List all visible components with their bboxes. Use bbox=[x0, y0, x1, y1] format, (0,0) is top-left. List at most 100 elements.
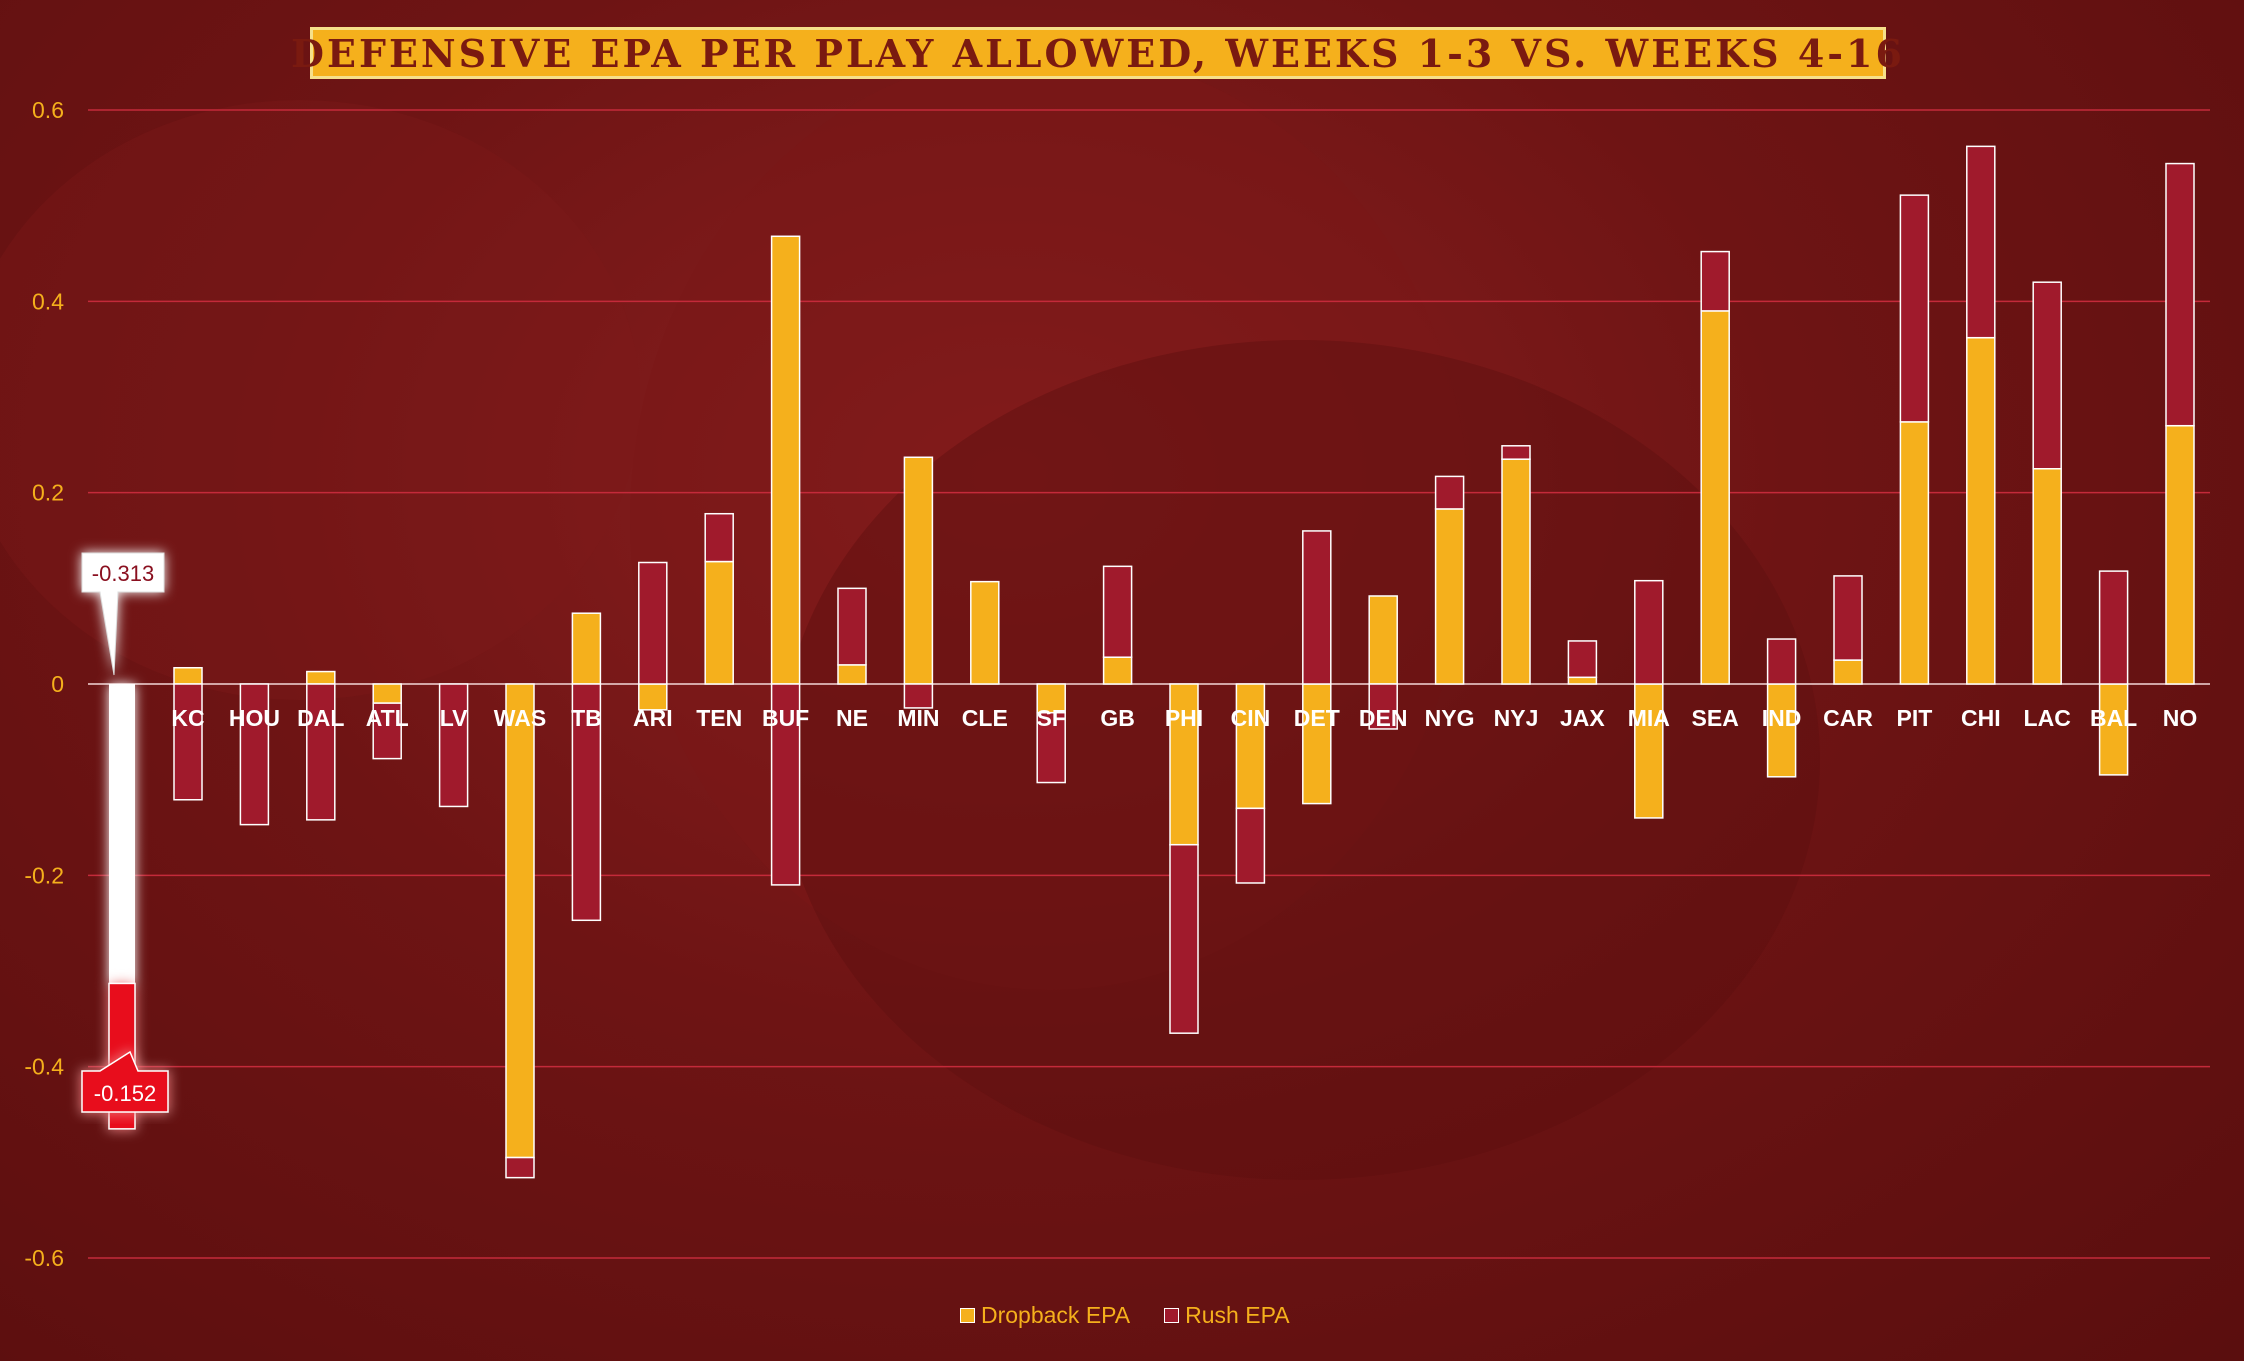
bar-dropback-cle bbox=[970, 580, 1000, 685]
team-label-atl: ATL bbox=[366, 705, 409, 731]
legend-label-dropback: Dropback EPA bbox=[981, 1302, 1131, 1328]
team-label-ne: NE bbox=[836, 705, 868, 731]
team-label-ari: ARI bbox=[633, 705, 673, 731]
team-label-lac: LAC bbox=[2024, 705, 2071, 731]
y-tick-label: -0.6 bbox=[24, 1245, 64, 1271]
team-label-sea: SEA bbox=[1692, 705, 1739, 731]
bar-rush-mia bbox=[1634, 579, 1664, 685]
bar-dropback-den bbox=[1368, 595, 1398, 685]
bar-dropback-no bbox=[2165, 424, 2195, 685]
bar-rush-hou bbox=[239, 683, 270, 826]
bar-dropback-chi bbox=[1966, 336, 1996, 685]
callout-bottom bbox=[81, 1050, 169, 1113]
team-label-dal: DAL bbox=[297, 705, 344, 731]
y-tick-label: 0.4 bbox=[32, 288, 64, 314]
team-label-car: CAR bbox=[1823, 705, 1873, 731]
highlight-bar: -0.313 -0.152 bbox=[81, 552, 169, 1130]
team-label-phi: PHI bbox=[1165, 705, 1203, 731]
bar-dropback-ten bbox=[704, 560, 734, 685]
bar-dropback-cin bbox=[1235, 683, 1266, 810]
bar-dropback-pit bbox=[1899, 421, 1930, 685]
bar-dropback-mia bbox=[1634, 683, 1664, 819]
legend-label-rush: Rush EPA bbox=[1185, 1302, 1290, 1328]
team-label-buf: BUF bbox=[762, 705, 809, 731]
team-label-no: NO bbox=[2163, 705, 2198, 731]
bars bbox=[173, 145, 2195, 1179]
bar-dropback-was bbox=[505, 683, 535, 1159]
legend-item-rush: Rush EPA bbox=[1164, 1302, 1290, 1329]
bar-dropback-ne bbox=[837, 664, 867, 685]
chart-legend: Dropback EPA Rush EPA bbox=[960, 1302, 1290, 1329]
gridlines bbox=[88, 109, 2210, 1259]
team-label-pit: PIT bbox=[1897, 705, 1933, 731]
team-label-was: WAS bbox=[494, 705, 546, 731]
y-tick-label: 0 bbox=[51, 671, 64, 697]
bar-rush-chi bbox=[1966, 145, 1996, 339]
bar-dropback-atl bbox=[372, 683, 402, 704]
bar-rush-lv bbox=[438, 683, 469, 808]
team-label-mia: MIA bbox=[1628, 705, 1670, 731]
chart-title: DEFENSIVE EPA PER PLAY ALLOWED, WEEKS 1-… bbox=[291, 30, 1905, 76]
bar-rush-nyj bbox=[1501, 445, 1531, 460]
legend-swatch-rush bbox=[1164, 1308, 1180, 1323]
y-axis-ticks: 0.6 0.4 0.2 0 -0.2 -0.4 -0.6 bbox=[24, 97, 64, 1271]
chart-title-banner: DEFENSIVE EPA PER PLAY ALLOWED, WEEKS 1-… bbox=[291, 27, 1902, 79]
bar-rush-bal bbox=[2098, 570, 2129, 685]
bar-dropback-min bbox=[903, 456, 934, 685]
team-label-lv: LV bbox=[440, 705, 468, 731]
bar-rush-no bbox=[2165, 162, 2195, 427]
bar-rush-ari bbox=[638, 561, 668, 685]
legend-swatch-dropback bbox=[960, 1308, 975, 1323]
callout-bottom-label: -0.152 bbox=[94, 1081, 156, 1106]
team-label-tb: TB bbox=[571, 705, 602, 731]
bar-rush-sea bbox=[1700, 250, 1730, 312]
bar-rush-ne bbox=[837, 587, 867, 666]
team-label-jax: JAX bbox=[1560, 705, 1605, 731]
bar-rush-car bbox=[1833, 575, 1863, 661]
bar-dropback-gb bbox=[1102, 656, 1133, 685]
team-label-min: MIN bbox=[897, 705, 939, 731]
bar-rush-den bbox=[1368, 683, 1398, 730]
team-label-cin: CIN bbox=[1231, 705, 1271, 731]
team-labels: KC HOU DAL ATL LV WAS TB ARI TEN BUF NE MIN CLE SF GB P… bbox=[171, 705, 2197, 731]
bar-rush-min bbox=[903, 683, 934, 709]
bar-rush-ind bbox=[1766, 638, 1797, 685]
legend-item-dropback: Dropback EPA bbox=[960, 1302, 1130, 1329]
bar-dropback-ind bbox=[1766, 683, 1797, 778]
bar-rush-tb bbox=[571, 683, 602, 922]
highlight-bar-white bbox=[109, 684, 135, 984]
bar-dropback-bal bbox=[2098, 683, 2129, 776]
bar-dropback-det bbox=[1302, 683, 1332, 805]
bar-rush-det bbox=[1302, 530, 1332, 685]
team-label-ind: IND bbox=[1762, 705, 1802, 731]
y-tick-label: 0.2 bbox=[32, 480, 64, 506]
bar-rush-jax bbox=[1567, 640, 1598, 679]
bar-rush-gb bbox=[1102, 565, 1133, 658]
team-label-sf: SF bbox=[1037, 705, 1066, 731]
y-tick-label: 0.6 bbox=[32, 97, 64, 123]
bar-rush-lac bbox=[2032, 281, 2062, 470]
team-label-kc: KC bbox=[171, 705, 204, 731]
team-label-chi: CHI bbox=[1961, 705, 2001, 731]
team-label-cle: CLE bbox=[962, 705, 1008, 731]
y-tick-label: -0.2 bbox=[24, 862, 64, 888]
team-label-den: DEN bbox=[1359, 705, 1408, 731]
bar-dropback-buf bbox=[770, 235, 801, 685]
team-label-ten: TEN bbox=[696, 705, 742, 731]
bar-dropback-nyj bbox=[1501, 458, 1531, 685]
bar-rush-nyg bbox=[1434, 475, 1465, 510]
team-label-det: DET bbox=[1294, 705, 1340, 731]
bar-dropback-tb bbox=[571, 612, 602, 685]
y-tick-label: -0.4 bbox=[24, 1054, 64, 1080]
bar-rush-atl bbox=[372, 702, 402, 760]
bar-rush-dal bbox=[306, 683, 336, 821]
team-label-nyj: NYJ bbox=[1494, 705, 1539, 731]
bar-rush-kc bbox=[173, 683, 203, 801]
team-label-nyg: NYG bbox=[1425, 705, 1475, 731]
bar-dropback-jax bbox=[1567, 676, 1598, 685]
team-label-gb: GB bbox=[1100, 705, 1135, 731]
bar-dropback-car bbox=[1833, 659, 1863, 685]
bar-dropback-nyg bbox=[1434, 508, 1465, 685]
